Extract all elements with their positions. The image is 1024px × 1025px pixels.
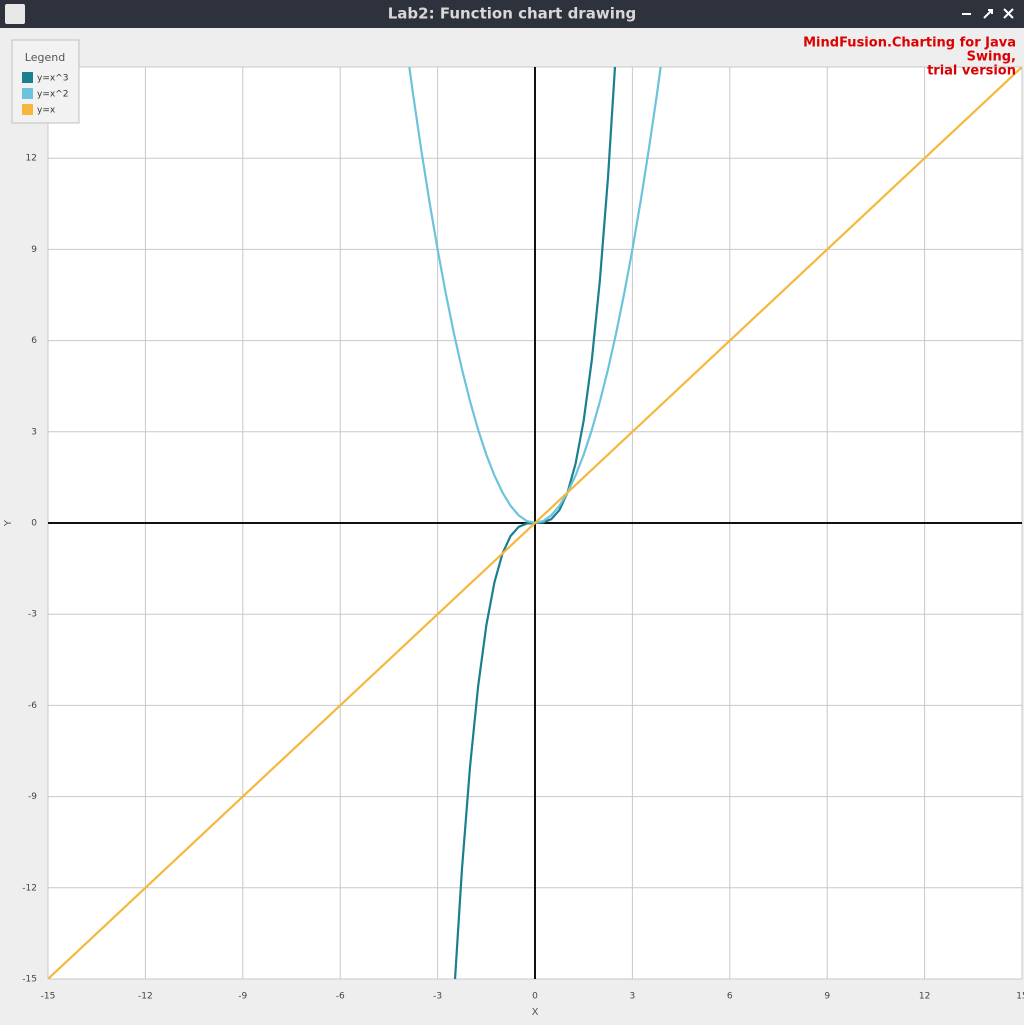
x-tick-label: -6 [336,992,345,1002]
legend-label: y=x^2 [37,90,68,100]
x-axis-label: X [532,1007,539,1018]
y-axis-label: Y [3,519,14,527]
y-tick-label: 3 [31,427,37,437]
series-line [48,67,1022,979]
app-icon [5,4,25,24]
y-tick-label: -15 [22,975,37,985]
legend-title: Legend [25,51,65,64]
title-bar [0,0,1024,28]
y-tick-label: -12 [22,883,37,893]
legend-swatch [22,88,33,99]
watermark-text: MindFusion.Charting for Java [803,36,1016,51]
x-tick-label: -12 [138,992,153,1002]
legend-swatch [22,72,33,83]
watermark-text: trial version [927,64,1016,79]
maximize-button[interactable] [983,9,993,19]
y-tick-label: 12 [26,154,37,164]
x-tick-label: -9 [238,992,247,1002]
x-tick-label: 12 [919,992,930,1002]
x-tick-label: -3 [433,992,442,1002]
x-tick-label: 0 [532,992,538,1002]
x-tick-label: 15 [1016,992,1024,1002]
close-button[interactable] [1003,8,1014,19]
x-tick-label: 9 [824,992,830,1002]
legend-label: y=x^3 [37,74,68,84]
y-tick-label: 0 [31,519,37,529]
y-tick-label: 6 [31,336,37,346]
x-tick-label: 3 [630,992,636,1002]
legend-swatch [22,104,33,115]
window-title: Lab2: Function chart drawing [388,5,637,23]
watermark-text: Swing, [967,50,1016,65]
y-tick-label: -9 [28,792,37,802]
y-tick-label: 9 [31,245,37,255]
x-tick-label: -15 [41,992,56,1002]
x-tick-label: 6 [727,992,733,1002]
legend-label: y=x [37,106,56,116]
y-tick-label: -6 [28,701,37,711]
y-tick-label: -3 [28,610,37,620]
